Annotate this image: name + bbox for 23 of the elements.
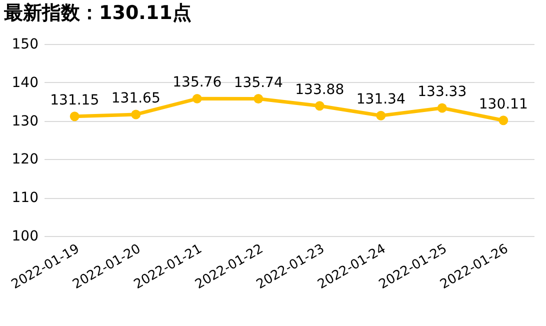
y-tick-label: 150 xyxy=(12,36,38,52)
point xyxy=(131,110,141,120)
data-label: 135.76 xyxy=(172,74,222,91)
point xyxy=(314,101,324,111)
data-label: 133.88 xyxy=(295,82,344,98)
data-label: 131.34 xyxy=(356,92,406,108)
point xyxy=(498,116,508,126)
y-tick-label: 130 xyxy=(12,113,38,130)
point xyxy=(376,110,386,120)
data-label: 133.33 xyxy=(418,84,467,100)
data-label: 131.15 xyxy=(50,92,100,108)
point xyxy=(254,94,264,104)
chart-title: 最新指数：130.11点 xyxy=(3,2,192,24)
point xyxy=(437,103,447,113)
data-label: 131.65 xyxy=(111,90,160,106)
y-tick-label: 140 xyxy=(12,74,38,91)
data-label: 135.74 xyxy=(234,74,283,91)
y-tick-label: 100 xyxy=(12,228,38,244)
data-label: 130.11 xyxy=(478,96,528,112)
y-tick-label: 110 xyxy=(12,190,38,206)
y-tick-label: 120 xyxy=(12,152,38,168)
point xyxy=(192,94,202,104)
point xyxy=(70,112,80,122)
